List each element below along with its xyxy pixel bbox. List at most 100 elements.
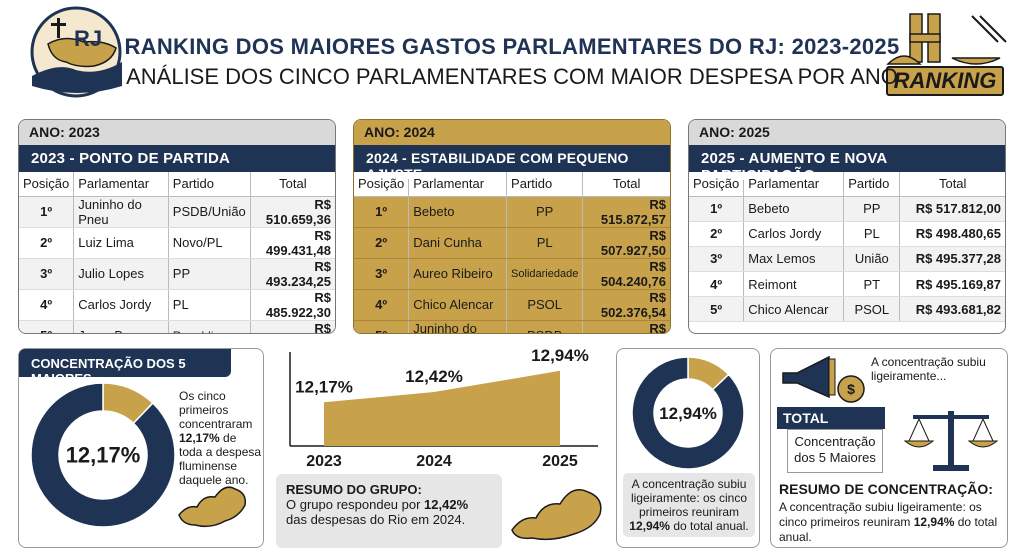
summary-group-box: RESUMO DO GRUPO: O grupo respondeu por 1… (276, 474, 502, 548)
congress-logo (880, 8, 1010, 98)
row-name: Luiz Lima (73, 227, 169, 259)
row-total: R$ 504.240,76 (582, 258, 670, 290)
total-parcial-card: $ A concentração subiu ligeiramente... T… (770, 348, 1008, 548)
panel-2024: ANO: 2024 2024 - ESTABILIDADE COM PEQUEN… (353, 119, 671, 334)
concentration-card: CONCENTRAÇÃO DOS 5 MAIORES 12,17% Os cin… (18, 348, 264, 548)
row-party: PSDB/União (167, 196, 251, 228)
row-pos: 5º (19, 320, 74, 333)
row-pos: 2º (19, 227, 74, 259)
row-name: Max Lemos (743, 246, 844, 273)
table-header-row: Posição Parlamentar Partido Total (689, 172, 1005, 197)
row-party: União (843, 246, 900, 273)
row-total: R$ 481.862,68 (249, 320, 335, 333)
table-row: 4º Chico Alencar PSOL R$ 502.376,54 (354, 289, 670, 321)
panel-heading: 2023 - PONTO DE PARTIDA (19, 145, 335, 172)
row-pos: 4º (689, 271, 744, 298)
col-party: Partido (167, 172, 251, 197)
row-pos: 4º (354, 289, 409, 321)
row-pos: 1º (354, 196, 409, 228)
row-total: R$ 517.812,00 (899, 196, 1005, 222)
donut2-text-a: A concentração subiu ligeiramente: os ci… (630, 477, 748, 519)
col-name: Parlamentar (743, 172, 844, 197)
row-pos: 1º (689, 196, 744, 222)
col-party: Partido (506, 172, 583, 197)
concentration-text-value: 12,17% (179, 431, 220, 445)
col-pos: Posição (689, 172, 744, 197)
row-total: R$ 499.431,48 (249, 227, 335, 259)
resumo-concentracao-text: A concentração subiu ligeiramente: os ci… (779, 500, 1005, 545)
rj-logo: RJ (18, 6, 136, 98)
table-row: 2º Dani Cunha PL R$ 507.927,50 (354, 227, 670, 259)
col-name: Parlamentar (73, 172, 169, 197)
panel-year-label: ANO: 2024 (354, 120, 670, 145)
x-tick-label: 2023 (306, 453, 342, 470)
data-label: 12,42% (405, 367, 463, 386)
scales-icon (903, 411, 999, 471)
resumo-value: 12,94% (913, 515, 955, 529)
page-title: RANKING DOS MAIORES GASTOS PARLAMENTARES… (124, 34, 900, 59)
row-name: Aureo Ribeiro (408, 258, 507, 290)
row-total: R$ 485.922,30 (249, 289, 335, 321)
row-pos: 3º (19, 258, 74, 290)
donut-center-label: 12,17% (66, 443, 141, 468)
table-row: 2º Carlos Jordy PL R$ 498.480,65 (689, 221, 1005, 247)
page-subtitle: ANÁLISE DOS CINCO PARLAMENTARES COM MAIO… (126, 64, 898, 89)
row-name: Chico Alencar (408, 289, 507, 321)
rj-map-icon (178, 486, 247, 528)
table-row: 2º Luiz Lima Novo/PL R$ 499.431,48 (19, 227, 335, 259)
row-total: R$ 493.234,25 (249, 258, 335, 290)
col-party: Partido (843, 172, 900, 197)
row-pos: 5º (689, 296, 744, 323)
row-name: Juninho do Pneu (73, 196, 169, 228)
area-trend-chart: 12,17% 2023 12,42% 2024 12,94% 2025 (289, 348, 598, 470)
row-party: PL (167, 289, 251, 321)
concentration-card-2025: 12,94% A concentração subiu ligeiramente… (616, 348, 760, 548)
row-party: PP (506, 196, 583, 228)
row-pos: 1º (19, 196, 74, 228)
row-name: Carlos Jordy (73, 289, 169, 321)
table-header-row: Posição Parlamentar Partido Total (19, 172, 335, 197)
table-row: 1º Juninho do Pneu PSDB/União R$ 510.659,36 (19, 196, 335, 228)
data-label: 12,17% (295, 377, 353, 396)
panel-year-label: ANO: 2023 (19, 120, 335, 145)
table-row: 4º Carlos Jordy PL R$ 485.922,30 (19, 289, 335, 321)
total-parcial-heading: TOTAL PARCIAL (777, 407, 885, 442)
table-row: 4º Reimont PT R$ 495.169,87 (689, 271, 1005, 298)
row-party: PT (843, 271, 900, 298)
row-name: Jorge Braz (73, 320, 169, 333)
row-total: R$ 502.376,54 (582, 289, 670, 321)
x-tick-label: 2024 (416, 453, 452, 470)
table-row: 5ºJorge BrazRepublicanosR$ 481.862,68 (19, 320, 335, 333)
row-name: Carlos Jordy (743, 221, 844, 247)
panel-heading: 2025 - AUMENTO E NOVA PARTICIPAÇÃO (689, 145, 1005, 184)
row-party: PSDB (506, 320, 583, 333)
speech-bubble-text: A concentração subiu ligeiramente... (871, 355, 986, 383)
table-row: 5º Chico Alencar PSOL R$ 493.681,82 (689, 296, 1005, 323)
ranking-table: Posição Parlamentar Partido Total 1º Bebe… (689, 172, 1005, 323)
panel-year-label: ANO: 2025 (689, 120, 1005, 145)
row-total: R$ 500.530,21 (582, 320, 670, 333)
row-pos: 3º (689, 246, 744, 273)
row-name: Bebeto (408, 196, 507, 228)
megaphone-icon: $ (782, 355, 865, 403)
donut-chart-2023: 12,17% (30, 382, 176, 528)
panel-2023: ANO: 2023 2023 - PONTO DE PARTIDA Posiçã… (18, 119, 336, 334)
concentration-text: Os cinco primeiros concentraram 12,17% d… (179, 389, 263, 487)
row-pos: 2º (689, 221, 744, 247)
donut-chart-2025: 12,94% (631, 356, 745, 470)
table-row: 3º Max Lemos União R$ 495.377,28 (689, 246, 1005, 273)
ranking-table: Posição Parlamentar Partido Total 1º Bebe… (354, 172, 670, 333)
x-tick-label: 2025 (542, 453, 578, 470)
donut2-value: 12,94% (629, 519, 670, 533)
row-name: Dani Cunha (408, 227, 507, 259)
table-row: 5ºJuninho do PneuPSDBR$ 500.530,21 (354, 320, 670, 333)
row-party: PL (843, 221, 900, 247)
row-total: R$ 507.927,50 (582, 227, 670, 259)
row-total: R$ 515.872,57 (582, 196, 670, 228)
col-total: Total (582, 172, 670, 197)
panel-2025: ANO: 2025 2025 - AUMENTO E NOVA PARTICIP… (688, 119, 1006, 334)
ranking-table: Posição Parlamentar Partido Total 1º Juni… (19, 172, 335, 333)
row-total: R$ 498.480,65 (899, 221, 1005, 247)
donut-slice-others (30, 382, 176, 528)
ranking-badge: RANKING (886, 66, 1004, 96)
